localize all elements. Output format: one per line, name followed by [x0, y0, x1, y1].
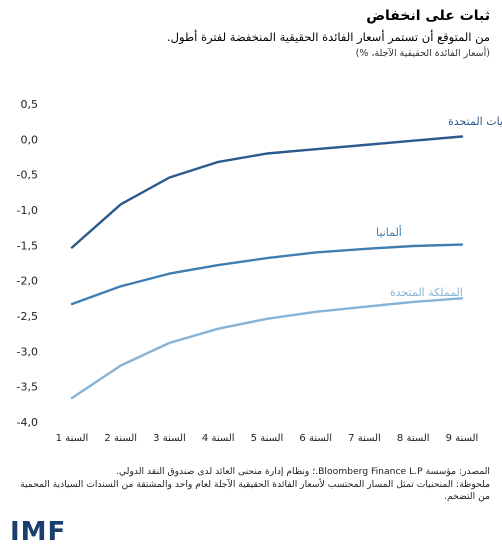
x-tick-label: السنة 1	[56, 433, 89, 444]
data-point	[169, 177, 171, 179]
y-tick-label: -1,0	[17, 204, 38, 217]
data-point	[120, 204, 122, 206]
y-tick-label: -3,0	[17, 345, 38, 358]
x-tick-label: السنة 6	[299, 433, 332, 444]
x-tick-label: السنة 2	[104, 433, 137, 444]
notes: المصدر: مؤسسة Bloomberg Finance L.P.؛ ون…	[10, 466, 490, 504]
data-point	[412, 301, 414, 303]
y-tick-label: -2,0	[17, 275, 38, 288]
x-tick-label: السنة 4	[202, 433, 235, 444]
data-point	[461, 136, 463, 138]
data-point	[461, 244, 463, 246]
source-note: المصدر: مؤسسة Bloomberg Finance L.P.؛ ون…	[10, 466, 490, 479]
x-tick-label: السنة 5	[251, 433, 284, 444]
imf-logo: IMF	[10, 517, 66, 547]
data-point	[412, 140, 414, 142]
data-point	[266, 318, 268, 320]
data-point	[217, 328, 219, 330]
series-line	[72, 298, 462, 398]
data-point	[120, 365, 122, 367]
data-point	[266, 257, 268, 259]
y-tick-label: 0,0	[21, 133, 39, 146]
data-point	[364, 144, 366, 146]
y-tick-label: -2,5	[17, 310, 38, 323]
methodology-note: ملحوظة: المنحنيات تمثل المسار المحتسب لأ…	[10, 479, 490, 504]
data-point	[120, 286, 122, 288]
x-tick-label: السنة 3	[153, 433, 186, 444]
data-point	[315, 148, 317, 150]
y-tick-label: 0,5	[21, 98, 39, 111]
y-tick-label: -1,5	[17, 239, 38, 252]
series-label: الولايات المتحدة	[448, 115, 502, 128]
y-tick-label: -4,0	[17, 416, 38, 429]
data-point	[217, 161, 219, 163]
y-tick-label: -3,5	[17, 381, 38, 394]
data-point	[71, 397, 73, 399]
data-point	[364, 248, 366, 250]
data-point	[169, 342, 171, 344]
line-chart: 0,5 0,0 -0,5 -1,0 -1,5 -2,0 -2,5 -3,0 -3,5 -4,0 ال…	[0, 0, 502, 460]
data-point	[315, 311, 317, 313]
data-point	[315, 252, 317, 254]
data-point	[217, 264, 219, 266]
x-tick-label: السنة 7	[348, 433, 381, 444]
y-tick-label: -0,5	[17, 169, 38, 182]
data-point	[71, 303, 73, 305]
data-point	[169, 273, 171, 275]
series-label: المملكة المتحدة	[390, 286, 463, 299]
data-point	[266, 153, 268, 155]
data-point	[71, 247, 73, 249]
series-label: ألمانيا	[376, 225, 402, 239]
x-tick-label: السنة 9	[446, 433, 479, 444]
x-tick-label: السنة 8	[397, 433, 430, 444]
data-point	[412, 245, 414, 247]
data-point	[364, 306, 366, 308]
